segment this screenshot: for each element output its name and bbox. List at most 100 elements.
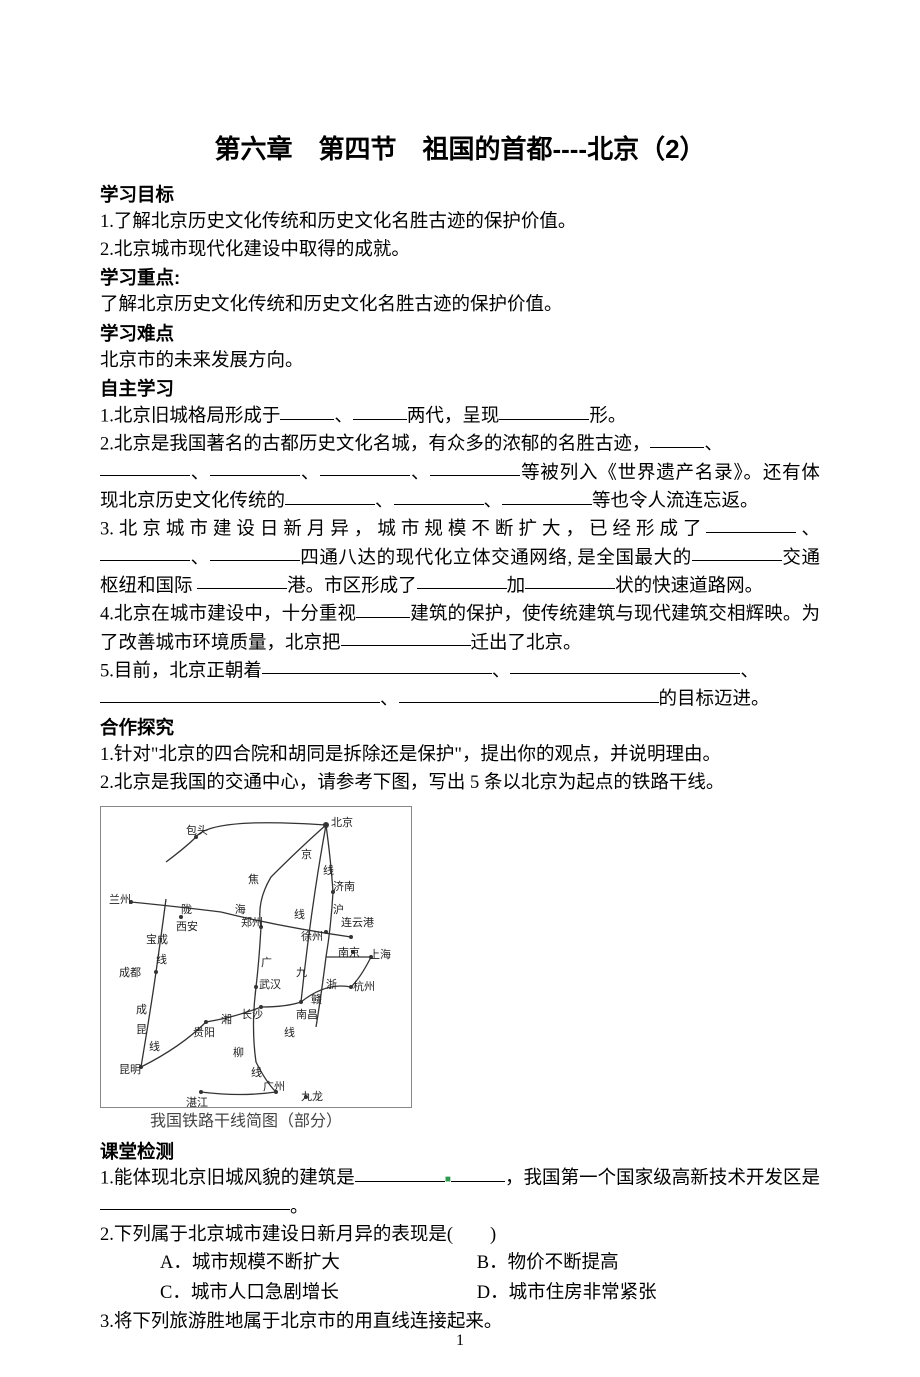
q1a: 1.能体现北京旧城风貌的建筑是 [100, 1169, 355, 1189]
q1-a: 1.北京旧城格局形成于 [100, 407, 280, 427]
map-label-guiyang: 贵阳 [193, 1025, 215, 1042]
map-label-kunming: 昆明 [119, 1062, 141, 1079]
q2-sep3: 、 [300, 463, 320, 483]
q5-sep3: 、 [380, 690, 399, 710]
blank [394, 486, 484, 505]
q5-sep2: 、 [740, 661, 759, 681]
blank [353, 401, 407, 420]
q3-f: 加 [507, 576, 526, 596]
q1b: ，我国第一个国家级高新技术开发区是 [505, 1169, 820, 1189]
blank [100, 458, 190, 477]
blank [706, 514, 796, 533]
objective-2: 2.北京城市现代化建设中取得的成就。 [100, 237, 820, 265]
heading-keypoint: 学习重点: [100, 264, 820, 292]
map-label-chengdu: 成都 [119, 965, 141, 982]
map-figure: 北京 包头 兰州 西安 成都 昆明 贵阳 郑州 武汉 长沙 南昌 广州 九龙 湛… [100, 806, 412, 1108]
heading-coop: 合作探究 [100, 714, 820, 742]
blank [451, 1163, 505, 1182]
map-label-shanghai: 上海 [369, 947, 391, 964]
map-rail-kun: 昆 [136, 1022, 147, 1039]
map-rail-longhai: 陇 海 [181, 902, 266, 919]
coop-q2: 2.北京是我国的交通中心，请参考下图，写出 5 条以北京为起点的铁路干线。 [100, 770, 820, 798]
q1c: 。 [290, 1197, 309, 1217]
test-q2-options: A．城市规模不断扩大 B．物价不断提高 C．城市人口急剧增长 D．城市住房非常紧… [160, 1250, 820, 1310]
q2-sep4: 、 [410, 463, 430, 483]
map-rail-gan: 赣 [311, 992, 322, 1009]
map-rail-baocheng: 宝成 [146, 932, 168, 949]
map-rail-xian4: 线 [149, 1039, 160, 1056]
page: 第六章 第四节 祖国的首都----北京（2） 学习目标 1.了解北京历史文化传统… [0, 0, 920, 1377]
q2-sep: 、 [704, 435, 723, 455]
q2-sep6: 、 [484, 492, 503, 512]
blank [510, 656, 740, 675]
map-label-jinan: 济南 [333, 879, 355, 896]
blank [650, 429, 704, 448]
blank [399, 684, 659, 703]
map-rail-xian3: 线 [156, 952, 167, 969]
blank [525, 571, 615, 590]
q3-g: 状的快速道路网。 [615, 576, 763, 596]
blank [100, 684, 380, 703]
q5-a: 5.目前，北京正朝着 [100, 661, 262, 681]
objective-1: 1.了解北京历史文化传统和历史文化名胜古迹的保护价值。 [100, 209, 820, 237]
map-label-hangzhou: 杭州 [353, 979, 375, 996]
map-label-lianyungang: 连云港 [341, 915, 374, 932]
blank [502, 486, 592, 505]
page-title: 第六章 第四节 祖国的首都----北京（2） [100, 130, 820, 169]
map-label-wuhan: 武汉 [259, 977, 281, 994]
blank [430, 458, 520, 477]
q2-c: 等被列入《世界遗产名录》。 [520, 463, 763, 483]
map-rail-xian6: 线 [284, 1025, 295, 1042]
map-rail-guang: 广 [261, 955, 272, 972]
blank [210, 458, 300, 477]
blank [499, 401, 589, 420]
coop-q1: 1.针对"北京的四合院和胡同是拆除还是保护"，提出你的观点，并说明理由。 [100, 742, 820, 770]
q3-sep2: 、 [190, 548, 210, 568]
selfstudy-q1: 1.北京旧城格局形成于 、 两代，呈现 形。 [100, 403, 820, 431]
heading-difficulty: 学习难点 [100, 320, 820, 348]
blank [355, 1163, 445, 1182]
blank [280, 401, 334, 420]
q1-b: 、 [334, 407, 353, 427]
blank [100, 1192, 290, 1211]
blank [262, 656, 492, 675]
map-label-zhanjiang: 湛江 [186, 1095, 208, 1108]
q1-c: 两代，呈现 [407, 407, 500, 427]
map-rail-xian1: 线 [323, 863, 334, 880]
blank [417, 571, 507, 590]
map-label-guangzhou: 广州 [263, 1079, 285, 1096]
selfstudy-q4: 4.北京在城市建设中，十分重视建筑的保护，使传统建筑与现代建筑交相辉映。为了改善… [100, 601, 820, 658]
selfstudy-q2: 2.北京是我国著名的古都历史文化名城，有众多的浓郁的名胜古迹，、 、、、等被列入… [100, 431, 820, 516]
q2-a: 2.北京是我国著名的古都历史文化名城，有众多的浓郁的名胜古迹， [100, 435, 650, 455]
map-rail-zhe: 浙 [326, 977, 337, 994]
map-rail-hu: 沪 [333, 902, 344, 919]
selfstudy-q3: 3.北京城市建设日新月异，城市规模不断扩大，已经形成了 、 [100, 516, 820, 544]
blank [197, 571, 287, 590]
q3-a: 3.北京城市建设日新月异，城市规模不断扩大，已经形成了 [100, 520, 706, 540]
difficulty-text: 北京市的未来发展方向。 [100, 348, 820, 376]
test-q2: 2.下列属于北京城市建设日新月异的表现是( ) [100, 1222, 820, 1250]
map-label-lanzhou: 兰州 [109, 892, 131, 909]
map-label-nanchang: 南昌 [296, 1007, 318, 1024]
map-rail-jiu: 九 [296, 965, 307, 982]
q2-e: 等也令人流连忘返。 [592, 492, 759, 512]
map-rail-xiang: 湘 [221, 1012, 232, 1029]
q1-d: 形。 [589, 407, 626, 427]
test-q1: 1.能体现北京旧城风貌的建筑是■，我国第一个国家级高新技术开发区是。 [100, 1165, 820, 1222]
blank [210, 543, 300, 562]
map-rail-jing: 京 [301, 847, 312, 864]
heading-objectives: 学习目标 [100, 181, 820, 209]
q3-sep: 、 [796, 520, 820, 540]
q2-sep5: 、 [375, 492, 394, 512]
map-label-xian: 西安 [176, 919, 198, 936]
rail-map: 北京 包头 兰州 西安 成都 昆明 贵阳 郑州 武汉 长沙 南昌 广州 九龙 湛… [100, 806, 820, 1134]
map-caption: 我国铁路干线简图（部分） [100, 1110, 820, 1134]
map-label-jiulong: 九龙 [301, 1089, 323, 1106]
selfstudy-q3b: 、四通八达的现代化立体交通网络, 是全国最大的交通枢纽和国际 港。市区形成了加状… [100, 545, 820, 602]
map-rail-jiao: 焦 [248, 872, 259, 889]
blank [285, 486, 375, 505]
q3-e: 港。市区形成了 [287, 576, 417, 596]
map-label-xuzhou: 徐州 [301, 929, 323, 946]
blank [356, 599, 410, 618]
q5-c: 的目标迈进。 [659, 690, 770, 710]
